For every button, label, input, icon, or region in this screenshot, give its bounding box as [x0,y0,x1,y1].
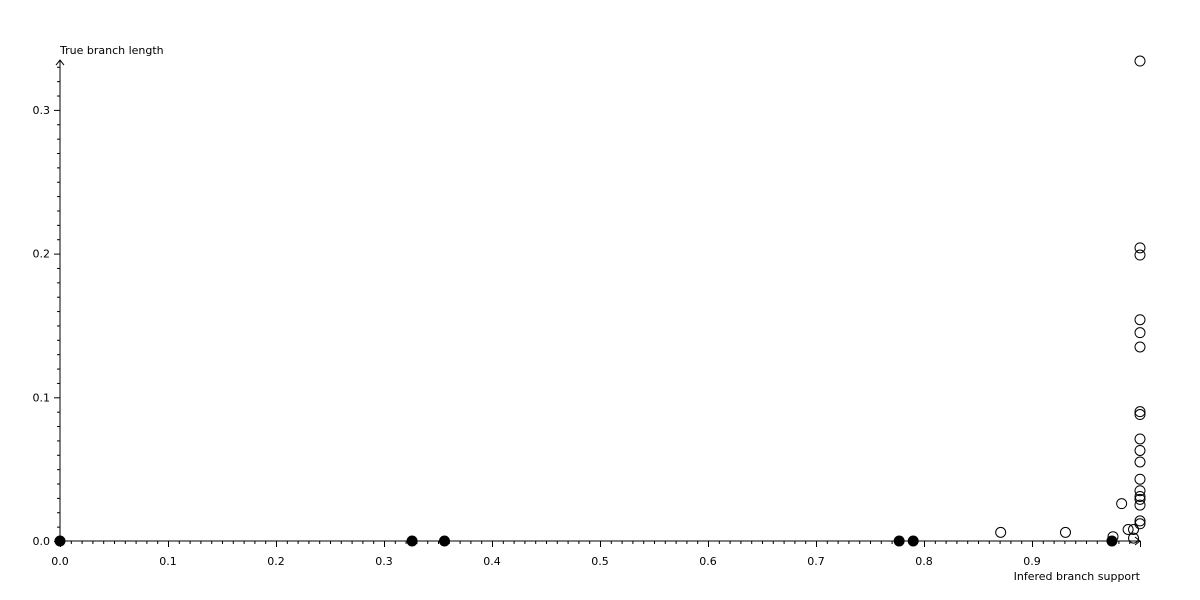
open-data-point [1134,249,1146,261]
x-tick-label: 0.7 [807,555,825,568]
x-tick-label: 0.9 [1023,555,1041,568]
y-tick-label: 0.3 [33,104,51,117]
open-data-point [1107,531,1119,543]
open-data-point [1134,473,1146,485]
filled-data-point [438,535,450,547]
x-tick-label: 0.6 [699,555,717,568]
filled-data-point [893,535,905,547]
open-data-point [995,526,1007,538]
open-data-point [1059,526,1071,538]
open-data-point [1128,524,1140,536]
x-axis-label: Infered branch support [1014,570,1141,583]
x-tick-label: 0.4 [483,555,501,568]
open-data-point [1134,433,1146,445]
open-data-point [1134,518,1146,530]
open-data-point [1134,242,1146,254]
open-data-point [1134,341,1146,353]
open-data-point [1134,485,1146,497]
x-tick-label: 0.2 [267,555,285,568]
filled-data-point [907,535,919,547]
x-tick-label: 0.8 [915,555,933,568]
open-data-point [1134,444,1146,456]
x-tick-label: 0.3 [375,555,393,568]
open-data-point [1128,532,1140,544]
open-data-point [1134,314,1146,326]
open-data-point [1134,456,1146,468]
open-data-point [1134,515,1146,527]
open-data-point [1134,499,1146,511]
y-axis-label: True branch length [59,44,164,57]
open-data-point [1134,327,1146,339]
open-data-point [1134,406,1146,418]
open-data-point [1134,493,1146,505]
axes [55,59,1141,546]
x-tick-label: 0.1 [159,555,177,568]
y-tick-label: 0.1 [33,391,51,404]
open-data-point [1134,490,1146,502]
filled-data-point [1106,535,1118,547]
filled-data-point [54,535,66,547]
open-data-point [1134,55,1146,67]
x-tick-label: 0.0 [51,555,69,568]
open-data-point [1116,498,1128,510]
y-tick-label: 0.0 [33,535,51,548]
open-data-point [1122,524,1134,536]
open-data-point [1134,409,1146,421]
y-tick-label: 0.2 [33,248,51,261]
filled-data-point [406,535,418,547]
ticks: 0.0 0.1 0.2 0.3 0.4 0.5 0.6 0.7 0.8 0.9 0.0 0.1 0.2 0… [33,66,1141,568]
y-axis-arrow [55,59,65,66]
x-tick-label: 0.5 [591,555,609,568]
data-points [54,55,1146,547]
